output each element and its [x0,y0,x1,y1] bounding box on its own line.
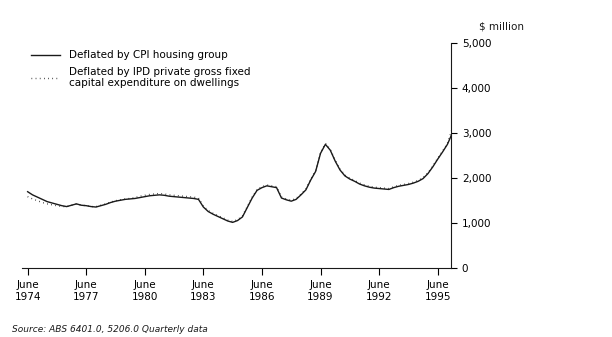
Line: Deflated by IPD private gross fixed
capital expenditure on dwellings: Deflated by IPD private gross fixed capi… [28,70,516,221]
Deflated by CPI housing group [395,184,402,188]
Deflated by CPI housing group [229,220,236,224]
Deflated by CPI housing group [322,142,329,146]
Deflated by IPD private gross fixed
capital expenditure on dwellings [322,142,329,146]
Deflated by CPI housing group [370,186,378,190]
Line: Deflated by CPI housing group: Deflated by CPI housing group [28,54,516,222]
Deflated by IPD private gross fixed
capital expenditure on dwellings [229,219,236,223]
Deflated by CPI housing group [512,122,520,126]
Deflated by IPD private gross fixed
capital expenditure on dwellings [512,126,520,130]
Deflated by CPI housing group [58,204,65,208]
Deflated by CPI housing group [253,188,261,192]
Deflated by CPI housing group [24,190,31,194]
Deflated by CPI housing group [146,194,154,198]
Deflated by IPD private gross fixed
capital expenditure on dwellings [253,187,261,191]
Deflated by IPD private gross fixed
capital expenditure on dwellings [483,68,490,72]
Deflated by IPD private gross fixed
capital expenditure on dwellings [24,195,31,199]
Deflated by IPD private gross fixed
capital expenditure on dwellings [395,183,402,187]
Deflated by CPI housing group [488,52,495,56]
Text: $ million: $ million [479,22,523,32]
Legend: Deflated by CPI housing group, Deflated by IPD private gross fixed
capital expen: Deflated by CPI housing group, Deflated … [31,50,250,88]
Text: Source: ABS 6401.0, 5206.0 Quarterly data: Source: ABS 6401.0, 5206.0 Quarterly dat… [12,325,208,334]
Deflated by IPD private gross fixed
capital expenditure on dwellings [370,185,378,189]
Deflated by IPD private gross fixed
capital expenditure on dwellings [146,192,154,196]
Deflated by IPD private gross fixed
capital expenditure on dwellings [58,205,65,209]
